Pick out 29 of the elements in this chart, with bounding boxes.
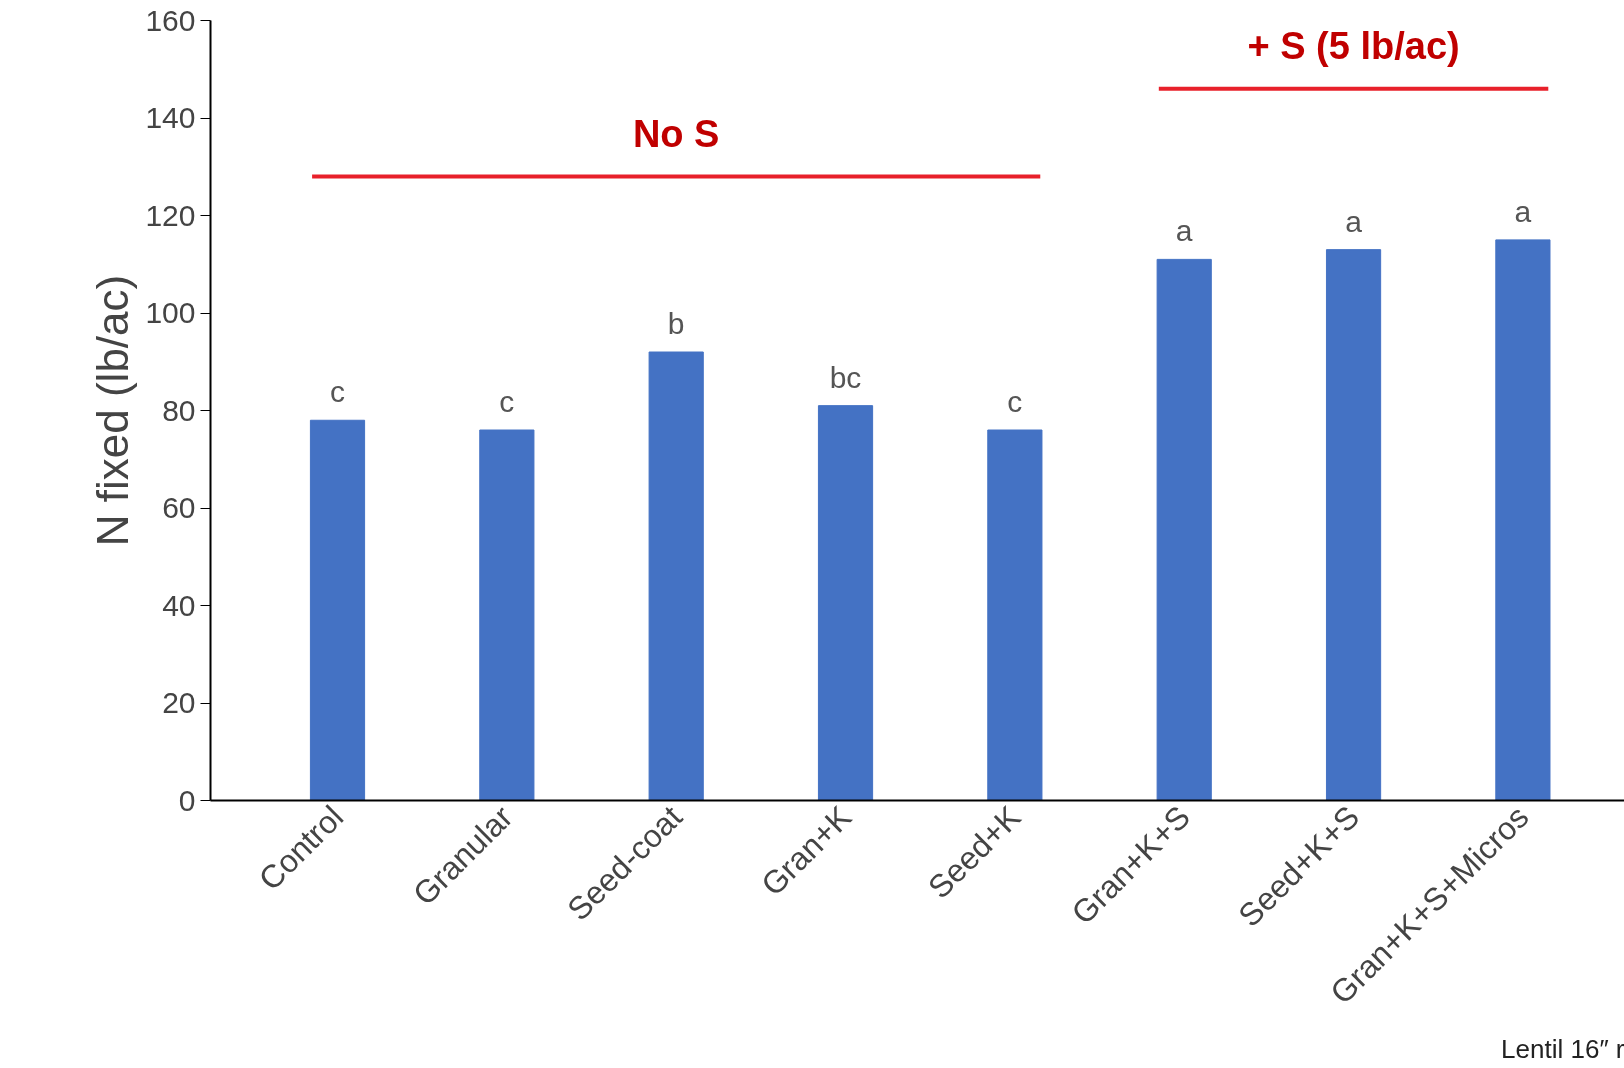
bar [648,351,704,801]
bar [1495,239,1551,801]
bar [479,429,535,801]
text: Lentil 16″ r [1501,1033,1624,1064]
bar [1156,258,1212,801]
bar [309,419,366,801]
y-tick-label: 120 [145,198,196,232]
y-tick-label: 140 [145,101,196,134]
ref-line-label: No S [632,112,720,155]
bar [987,429,1043,801]
data-label: b [667,307,685,340]
ref-line-label: + S (5 lb/ac) [1247,24,1460,67]
data-label: bc [829,360,862,394]
y-tick-label: 160 [145,3,196,37]
y-tick-label: 40 [162,588,196,622]
bar [1325,249,1382,801]
data-label: c [330,375,346,409]
data-label: a [1514,194,1532,228]
data-label: a [1345,204,1363,238]
y-axis-title: N fixed (lb/ac) [88,274,138,547]
data-label: a [1175,214,1193,248]
bar [817,405,874,801]
y-tick-label: 80 [162,393,196,427]
y-tick-label: 0 [178,783,196,817]
y-tick-label: 20 [162,686,196,719]
y-tick-label: 100 [145,296,196,329]
data-label: c [499,385,515,418]
y-tick-label: 60 [162,491,196,524]
data-label: c [1007,385,1023,418]
